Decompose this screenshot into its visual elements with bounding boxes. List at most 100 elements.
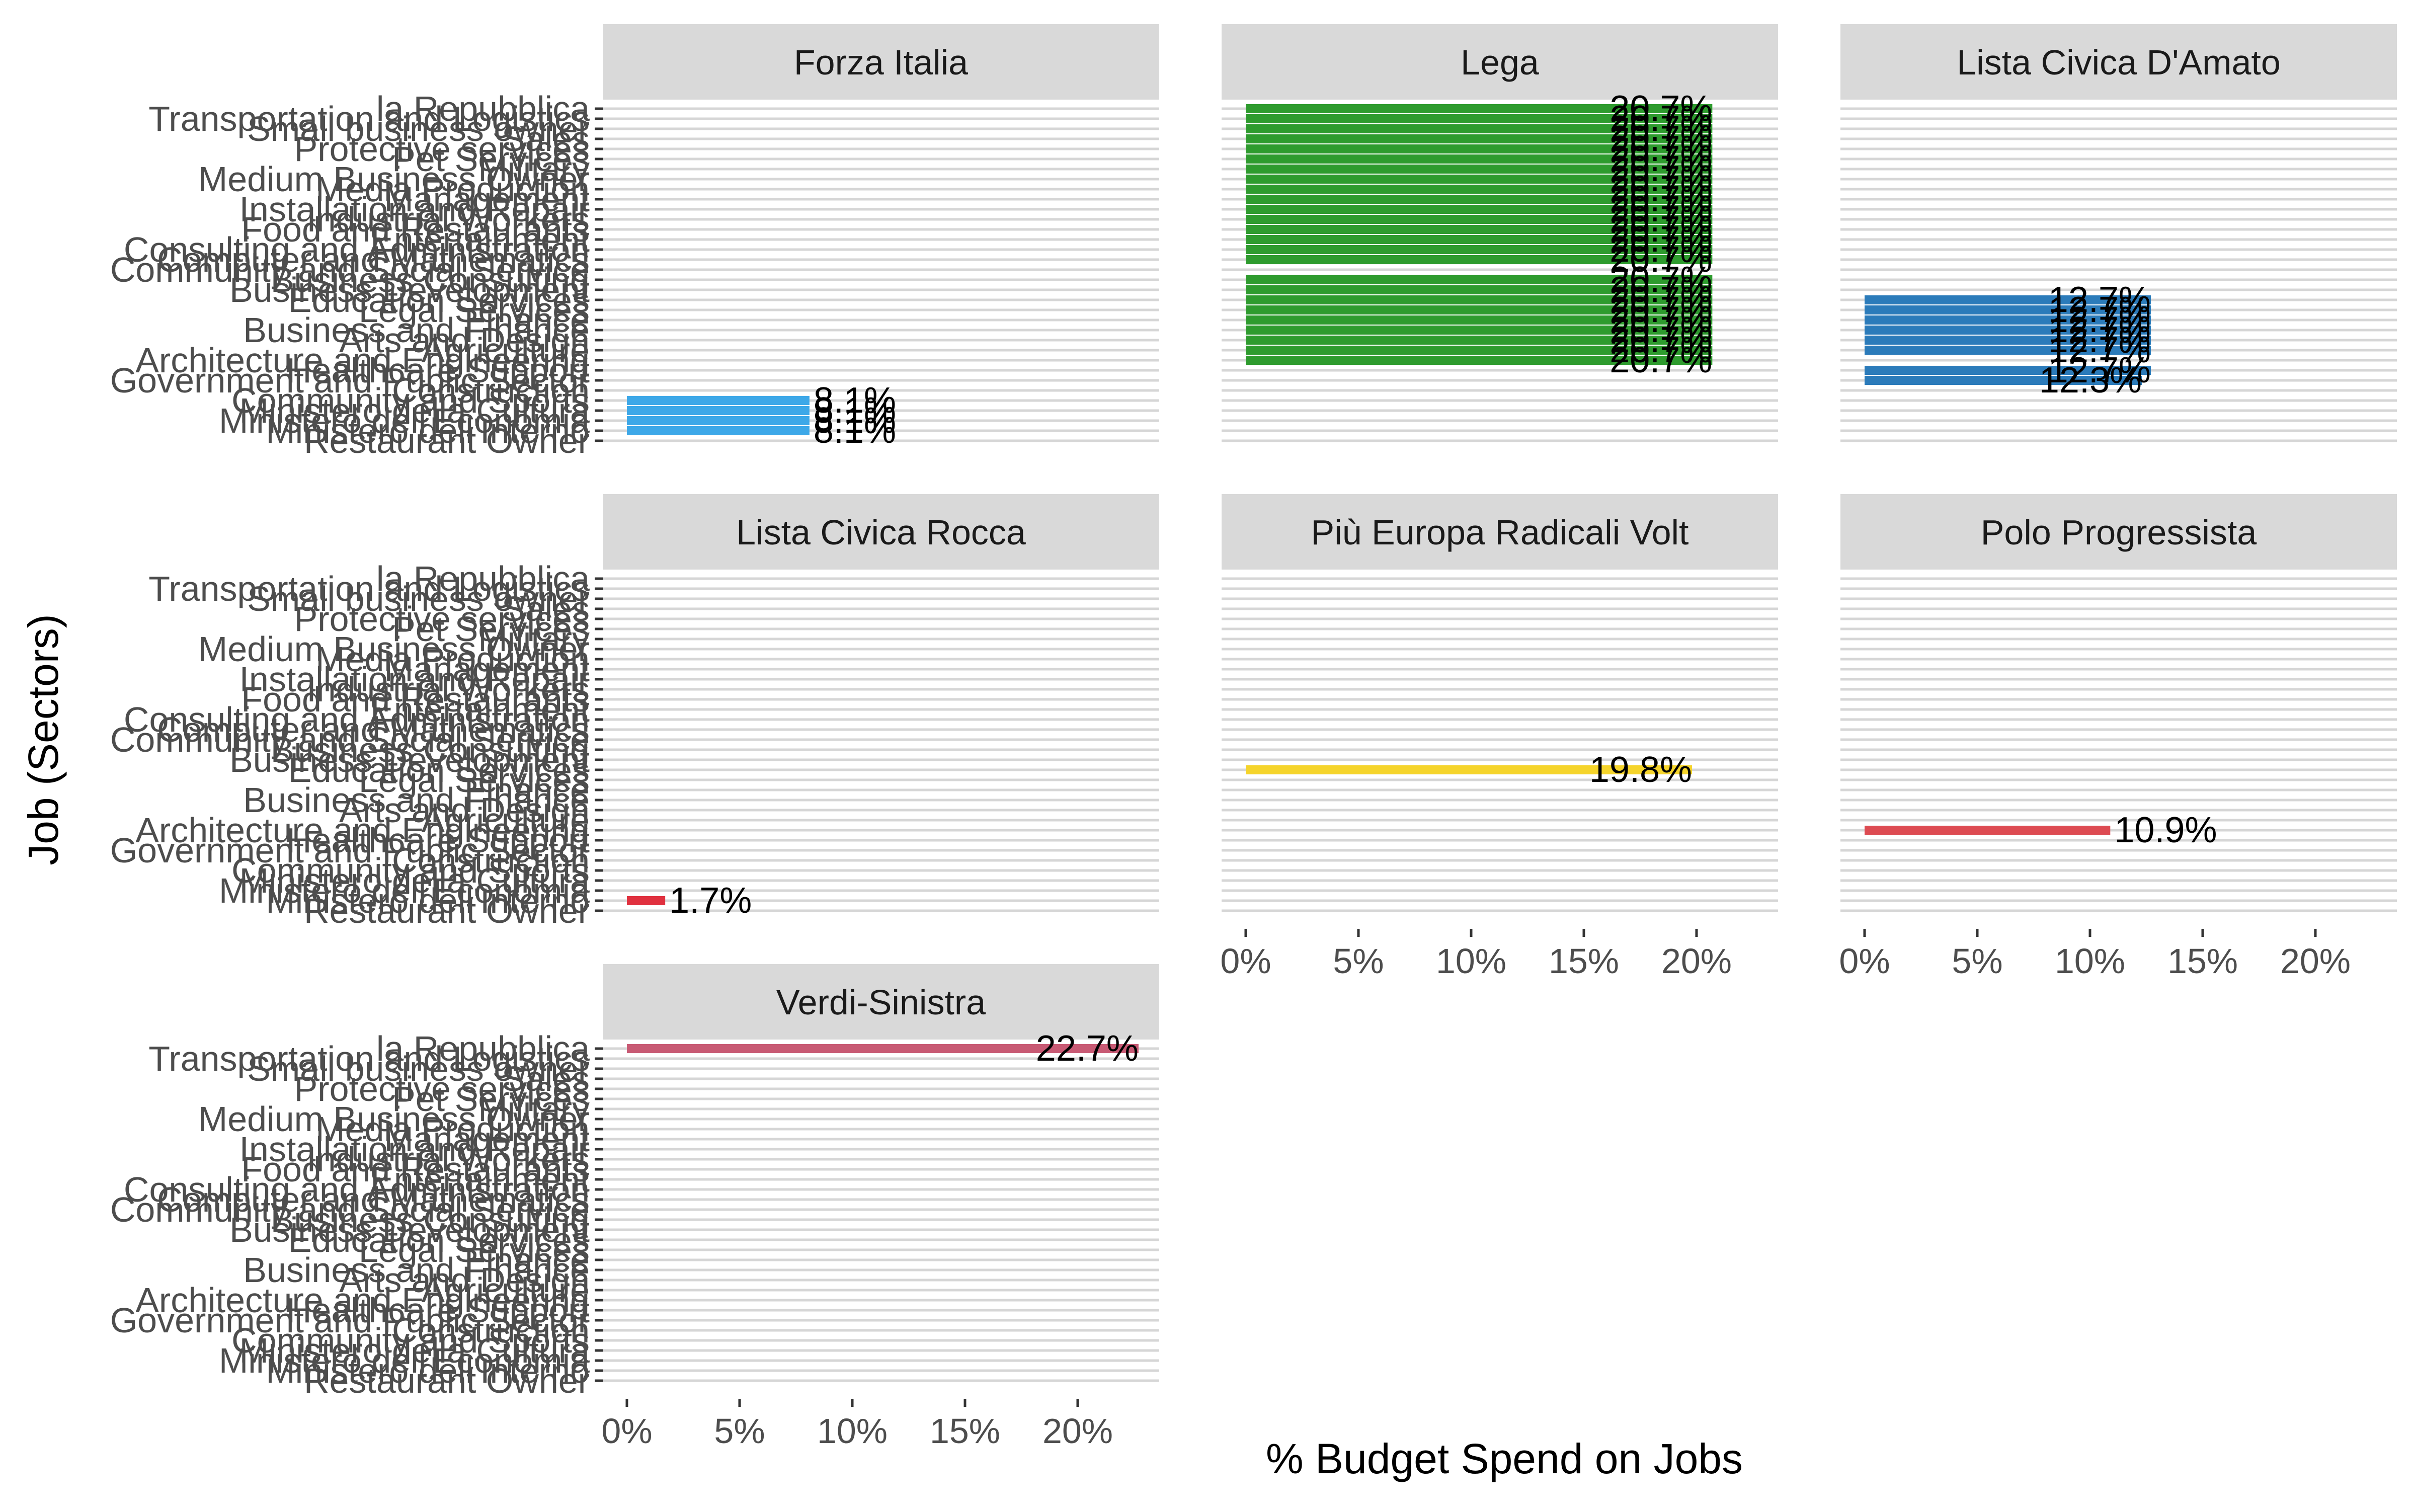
bar-value-label: 20.7% <box>1609 89 1712 129</box>
y-tick-label: Architecture and Engineering <box>135 1281 590 1320</box>
panel-lista-civica-d-amato: Lista Civica D'Amato12.7%12.7%12.7%12.7%… <box>1840 24 2397 442</box>
y-tick-label: Architecture and Engineering <box>135 811 590 850</box>
y-tick-label: Education Services <box>288 280 590 320</box>
bar <box>1246 285 1713 294</box>
y-tick-label: Architecture and Engineering <box>135 341 590 380</box>
y-tick-label: Military <box>478 1089 590 1129</box>
bar <box>627 406 810 415</box>
y-tick-label: Media Production <box>315 640 590 679</box>
bar-value-label: 20.7% <box>1609 240 1712 280</box>
y-tick-label: Healthcare Support <box>286 821 590 860</box>
y-tick-label: Ministero della Cultura <box>239 391 590 430</box>
facet-strip <box>1222 24 1778 100</box>
bar-value-label: 20.7% <box>1609 109 1712 149</box>
bar <box>1246 356 1713 365</box>
y-tick-label: Arts and Design <box>339 321 590 360</box>
y-tick-label: Computer and Mathematics <box>157 1180 590 1219</box>
y-tick-label: Ministero dell'Economia <box>219 401 590 440</box>
bar-value-label: 20.7% <box>1609 119 1712 159</box>
bar-value-label: 20.7% <box>1609 219 1712 260</box>
y-tick-label: Community and Social Service <box>110 250 590 289</box>
facet-strip-label: Verdi-Sinistra <box>776 983 986 1022</box>
y-tick-label: Military <box>478 149 590 189</box>
bar <box>1246 185 1713 194</box>
y-tick-label: Ministero della Cultura <box>239 861 590 900</box>
y-tick-label: Installation and Repair <box>239 1130 590 1169</box>
x-tick-label: 20% <box>1661 941 1732 981</box>
y-tick-label: Installation and Repair <box>239 660 590 699</box>
bar-value-label: 20.7% <box>1609 229 1712 270</box>
y-tick-label: Arts and Design <box>339 790 590 830</box>
y-tick-label: Food and Restaurants <box>241 1150 590 1189</box>
panel-lista-civica-rocca: Lista Civica Rocca la RepubblicaTransport… <box>110 494 1159 930</box>
x-tick-label: 15% <box>930 1411 1000 1451</box>
x-tick-label: 0% <box>601 1411 652 1451</box>
y-tick-label: Restaurant Owner <box>304 891 590 930</box>
bar-value-label: 20.7% <box>1609 330 1712 370</box>
panel-pi-europa-radicali-volt: Più Europa Radicali Volt 19.8% 0% 5% 10% 15% 2… <box>1220 494 1778 981</box>
panel-forza-italia: Forza Italia la RepubblicaTransportation … <box>110 24 1159 460</box>
bar-value-label: 20.7% <box>1609 340 1712 380</box>
y-tick-label: la Repubblica <box>376 559 590 598</box>
bar <box>1246 346 1713 355</box>
bar-value-label: 20.7% <box>1609 129 1712 169</box>
bar <box>1865 346 2151 355</box>
y-tick-label: Agriculture <box>421 1270 590 1310</box>
bar-value-label: 20.7% <box>1609 310 1712 350</box>
y-tick-label: Ministero della Cultura <box>239 1331 590 1370</box>
y-tick-label: Transportation and Logistics <box>148 99 590 138</box>
y-tick-label: Ministero dell'Interno <box>266 881 590 920</box>
y-tick-label: Business Development <box>229 740 590 779</box>
facet-strip-label: Forza Italia <box>794 43 968 82</box>
y-tick-label: Business Consulting <box>271 1200 590 1239</box>
y-tick-label: Media Production <box>315 170 590 209</box>
bar-value-label: 12.7% <box>2048 320 2151 360</box>
y-tick-label: Consulting and Administration <box>124 1170 590 1209</box>
y-tick-label: Finance <box>464 300 590 340</box>
bar <box>1246 114 1713 123</box>
y-tick-label: Consulting and Administration <box>124 230 590 269</box>
y-tick-label: Pet Services <box>392 1079 590 1119</box>
bar <box>1246 195 1713 204</box>
bar-value-label: 19.8% <box>1589 750 1692 790</box>
bar <box>1246 305 1713 314</box>
y-tick-label: Sales <box>502 1059 590 1098</box>
bar <box>1246 336 1713 345</box>
y-tick-label: Pet Services <box>392 609 590 649</box>
facet-strip <box>1222 494 1778 570</box>
y-tick-label: la Repubblica <box>376 89 590 128</box>
y-tick-label: Healthcare Support <box>286 1291 590 1330</box>
y-tick-label: Industrial Workers <box>306 1140 590 1179</box>
bar-value-label: 20.7% <box>1609 99 1712 139</box>
bar <box>627 896 666 905</box>
y-tick-label: Restaurant Owner <box>304 421 590 460</box>
y-tick-label: Management <box>384 1120 590 1159</box>
bar <box>1246 104 1713 113</box>
y-tick-label: Military <box>478 619 590 659</box>
y-tick-label: Transportation and Logistics <box>148 569 590 608</box>
y-tick-label: la Repubblica <box>376 1029 590 1068</box>
bar <box>1246 235 1713 244</box>
x-tick-label: 20% <box>2280 941 2351 981</box>
y-tick-label: Ministero dell'Economia <box>219 871 590 910</box>
bar-value-label: 12.3% <box>2039 360 2142 401</box>
y-tick-label: Small business owner <box>247 1049 590 1088</box>
facet-strip <box>603 24 1159 100</box>
bar <box>1246 124 1713 133</box>
bar-value-label: 20.7% <box>1609 280 1712 320</box>
y-tick-label: Construction <box>392 371 590 410</box>
y-tick-label: Food and Restaurants <box>241 210 590 249</box>
y-axis-title: Job (Sectors) <box>20 614 67 865</box>
bar-value-label: 1.7% <box>669 881 752 921</box>
bar <box>1246 175 1713 184</box>
bar <box>1865 826 2111 835</box>
x-tick-label: 5% <box>714 1411 765 1451</box>
bar-value-label: 12.7% <box>2048 330 2151 370</box>
x-tick-label: 5% <box>1952 941 2002 981</box>
y-tick-label: Transportation and Logistics <box>148 1039 590 1078</box>
panel-lega: Lega20.7%20.7%20.7%20.7%20.7%20.7%20.7%2… <box>1222 24 1778 442</box>
y-tick-label: Community and Sports <box>231 1321 590 1360</box>
bar <box>1246 215 1713 224</box>
bar <box>1246 144 1713 153</box>
